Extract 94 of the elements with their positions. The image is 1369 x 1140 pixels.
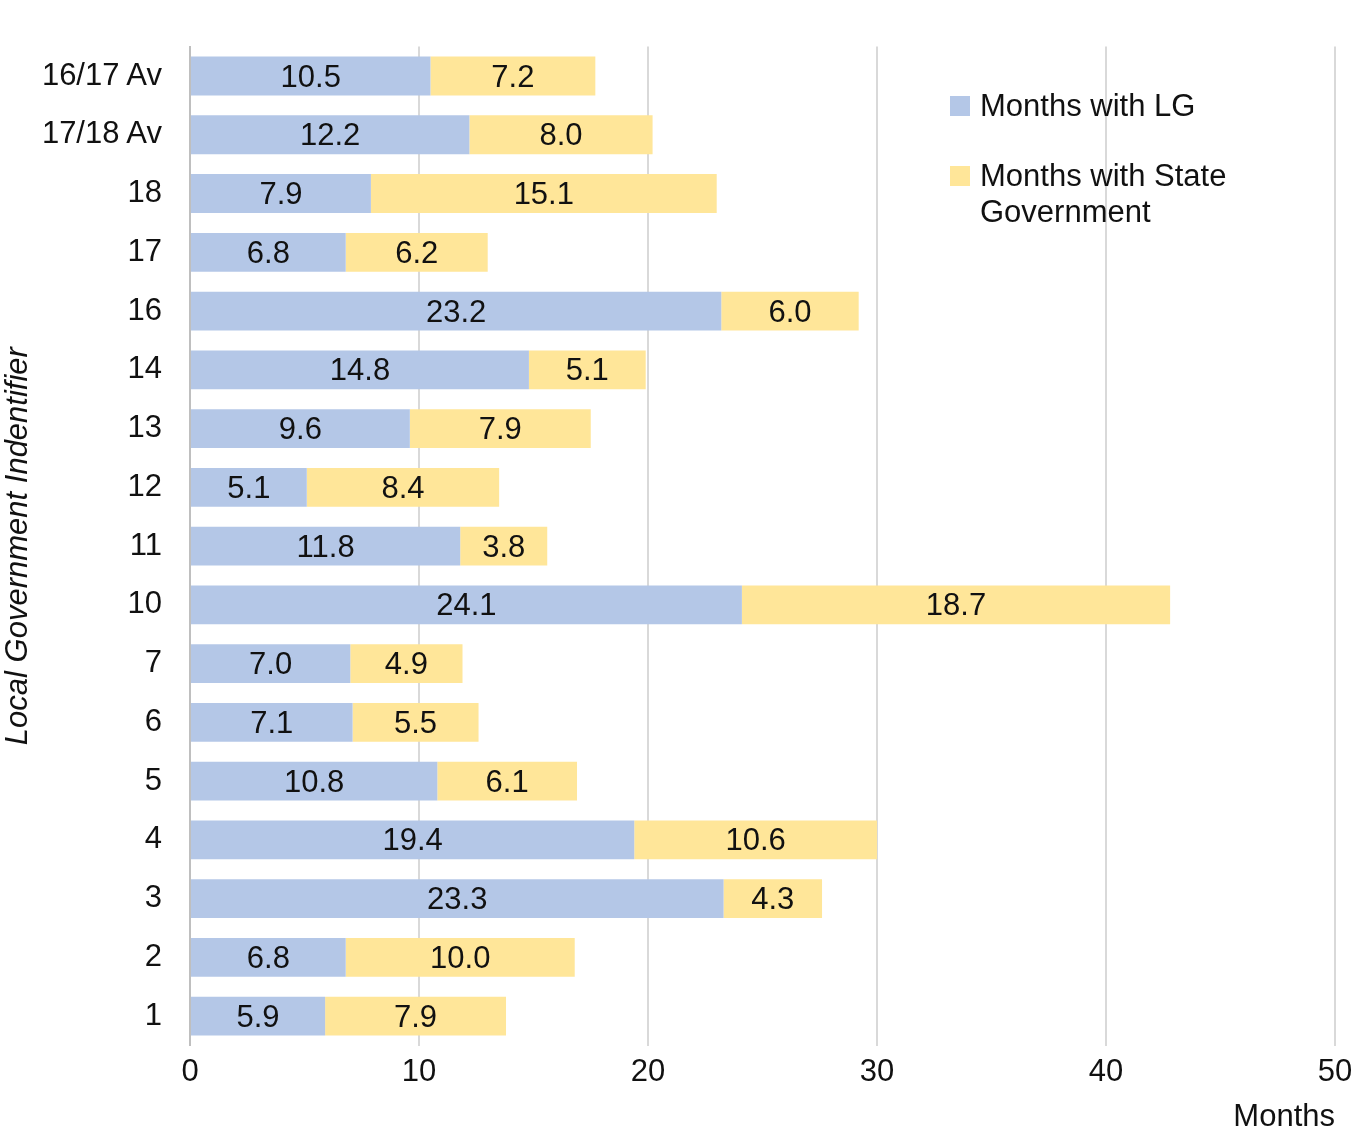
bar: [191, 820, 635, 860]
bar: [345, 232, 488, 272]
data-label: 24.1: [436, 587, 497, 623]
bar: [469, 115, 653, 155]
bar: [191, 879, 724, 919]
x-axis-title: Months: [1233, 1097, 1335, 1133]
x-tick-label: 50: [1317, 1052, 1353, 1088]
data-label: 23.3: [427, 881, 488, 917]
data-label: 5.9: [236, 998, 280, 1034]
y-tick-label: 10: [127, 585, 162, 621]
bar: [191, 56, 431, 96]
x-tick-label: 20: [630, 1052, 666, 1088]
data-label: 15.1: [513, 176, 574, 212]
y-axis-title: Local Government Indentifier: [0, 345, 35, 746]
y-tick-label: 1: [144, 996, 162, 1032]
data-label: 6.8: [246, 234, 290, 270]
bar: [191, 291, 722, 331]
y-tick-label: 18: [127, 174, 162, 210]
y-tick-label: 4: [144, 820, 162, 856]
y-tick-label: 7: [144, 644, 162, 680]
data-label: 10.5: [280, 58, 341, 94]
bar: [191, 115, 470, 155]
data-label: 12.2: [300, 117, 361, 153]
bar: [741, 585, 1171, 625]
data-label: 5.1: [565, 352, 609, 388]
bar: [191, 232, 346, 272]
bar: [191, 996, 326, 1036]
data-label: 7.9: [259, 176, 303, 212]
bar: [350, 644, 463, 684]
bar: [191, 409, 410, 448]
bar: [191, 467, 307, 507]
y-tick-label: 11: [129, 526, 162, 562]
data-label: 4.9: [384, 646, 428, 682]
bar: [191, 761, 438, 801]
data-label: 10.0: [430, 940, 491, 975]
data-label: 7.9: [394, 998, 438, 1034]
data-label: 6.1: [485, 763, 529, 799]
bar: [409, 409, 591, 448]
bar: [430, 56, 596, 96]
data-label: 8.0: [539, 117, 583, 153]
bar: [191, 350, 529, 390]
bar: [345, 938, 575, 977]
bar: [528, 350, 646, 390]
bar: [370, 174, 717, 213]
data-label: 6.8: [246, 940, 290, 975]
bar: [191, 703, 353, 742]
x-tick-label: 30: [859, 1052, 895, 1088]
bar: [634, 820, 877, 860]
data-label: 9.6: [278, 411, 322, 447]
bar: [306, 467, 500, 507]
y-tick-label: 6: [144, 702, 162, 738]
data-label: 19.4: [382, 822, 443, 858]
y-tick-label: 16: [127, 291, 162, 327]
data-label: 7.1: [250, 704, 294, 740]
x-tick-label: 10: [401, 1052, 437, 1088]
bar: [325, 996, 507, 1036]
bar: [191, 174, 371, 213]
y-tick-label: 3: [144, 879, 162, 915]
bar: [352, 703, 479, 742]
data-label: 5.5: [394, 704, 438, 740]
y-tick-label: 12: [127, 467, 162, 503]
y-tick-label: 13: [127, 409, 162, 445]
legend-label: Months with LG: [980, 88, 1196, 124]
data-label: 10.6: [725, 822, 786, 858]
bar: [437, 761, 578, 801]
bar: [723, 879, 823, 919]
y-tick-label: 5: [144, 761, 162, 797]
data-label: 10.8: [283, 763, 345, 799]
bar: [191, 526, 461, 566]
data-label: 4.3: [751, 881, 795, 917]
data-label: 7.2: [491, 58, 535, 94]
bar: [191, 585, 742, 625]
bar: [191, 938, 346, 977]
y-tick-label: 17/18 Av: [41, 115, 163, 151]
data-label: 6.0: [768, 293, 812, 329]
data-label: 23.2: [425, 293, 487, 329]
x-tick-label: 40: [1088, 1052, 1124, 1088]
data-label: 18.7: [925, 587, 987, 623]
y-tick-label: 14: [127, 350, 162, 386]
y-tick-label: 16/17 Av: [41, 56, 163, 92]
data-label: 3.8: [482, 528, 526, 564]
x-tick-label: 0: [181, 1052, 199, 1088]
y-tick-label: 2: [144, 938, 162, 973]
data-label: 7.0: [249, 646, 293, 682]
y-tick-label: 17: [127, 232, 162, 268]
data-label: 6.2: [395, 234, 439, 270]
data-label: 14.8: [329, 352, 391, 388]
data-label: 5.1: [227, 469, 271, 505]
data-label: 11.8: [296, 528, 355, 564]
data-label: 8.4: [381, 469, 425, 505]
data-label: 7.9: [478, 411, 522, 447]
legend-label: Months with State Government: [980, 158, 1228, 230]
bar: [721, 291, 859, 331]
bar: [191, 644, 351, 684]
